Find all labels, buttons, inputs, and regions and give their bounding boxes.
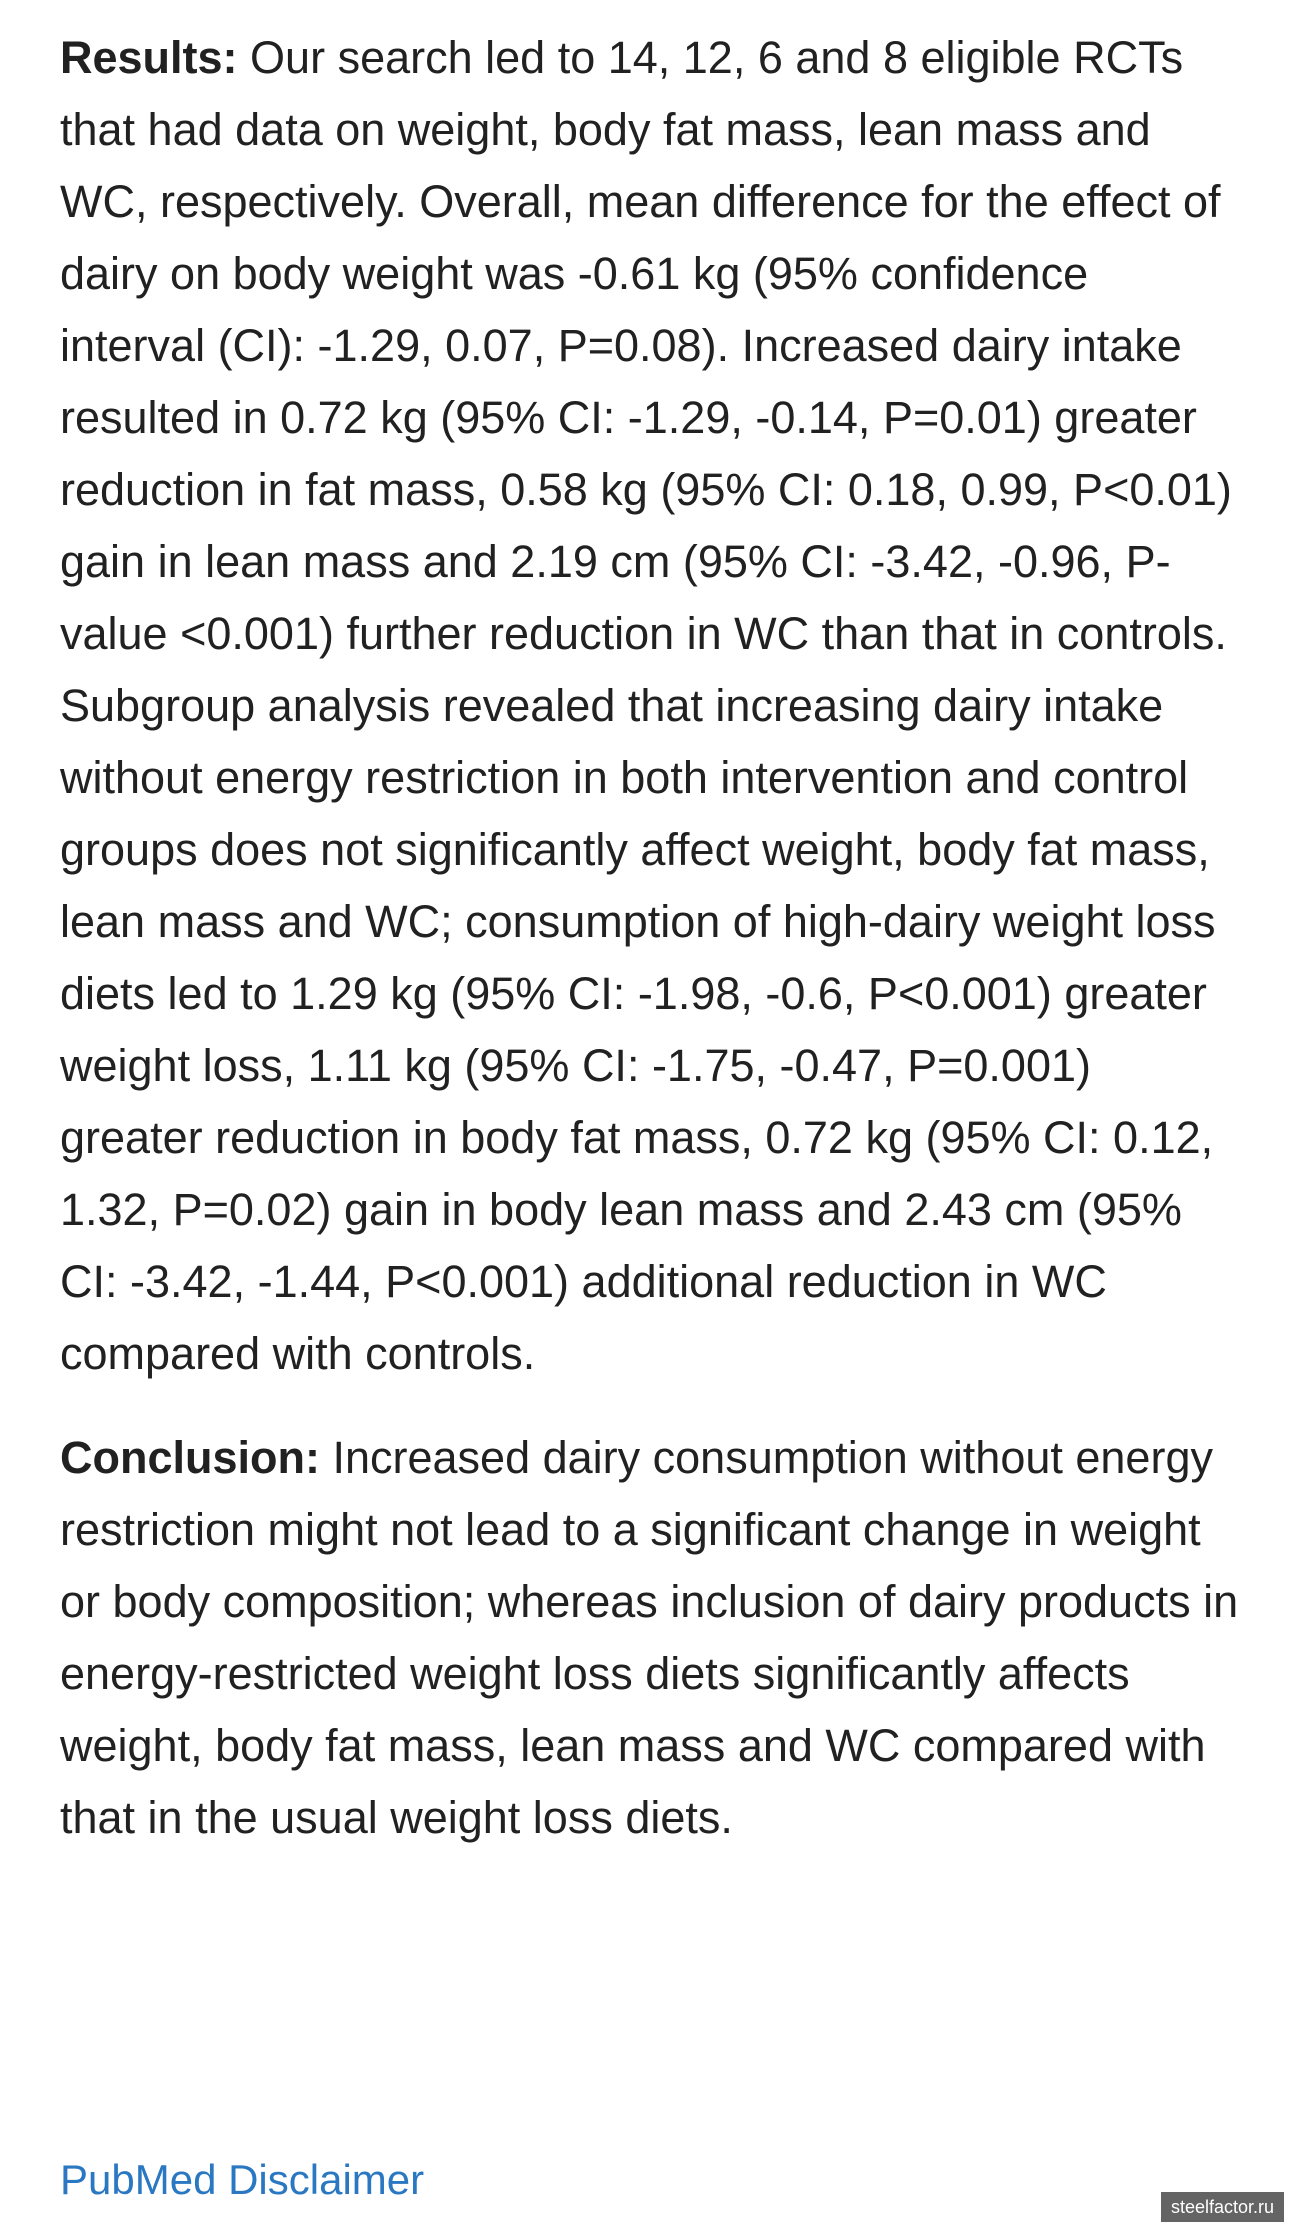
conclusion-text: Increased dairy consumption without ener… — [60, 1432, 1239, 1843]
pubmed-disclaimer-link[interactable]: PubMed Disclaimer — [60, 2156, 425, 2203]
results-paragraph: Results: Our search led to 14, 12, 6 and… — [60, 22, 1240, 1390]
conclusion-paragraph: Conclusion: Increased dairy consumption … — [60, 1422, 1240, 1854]
watermark: steelfactor.ru — [1160, 2192, 1284, 2222]
conclusion-label: Conclusion: — [60, 1432, 320, 1483]
results-text: Our search led to 14, 12, 6 and 8 eligib… — [60, 32, 1232, 1379]
results-label: Results: — [60, 32, 238, 83]
abstract-content: Results: Our search led to 14, 12, 6 and… — [60, 22, 1240, 1854]
